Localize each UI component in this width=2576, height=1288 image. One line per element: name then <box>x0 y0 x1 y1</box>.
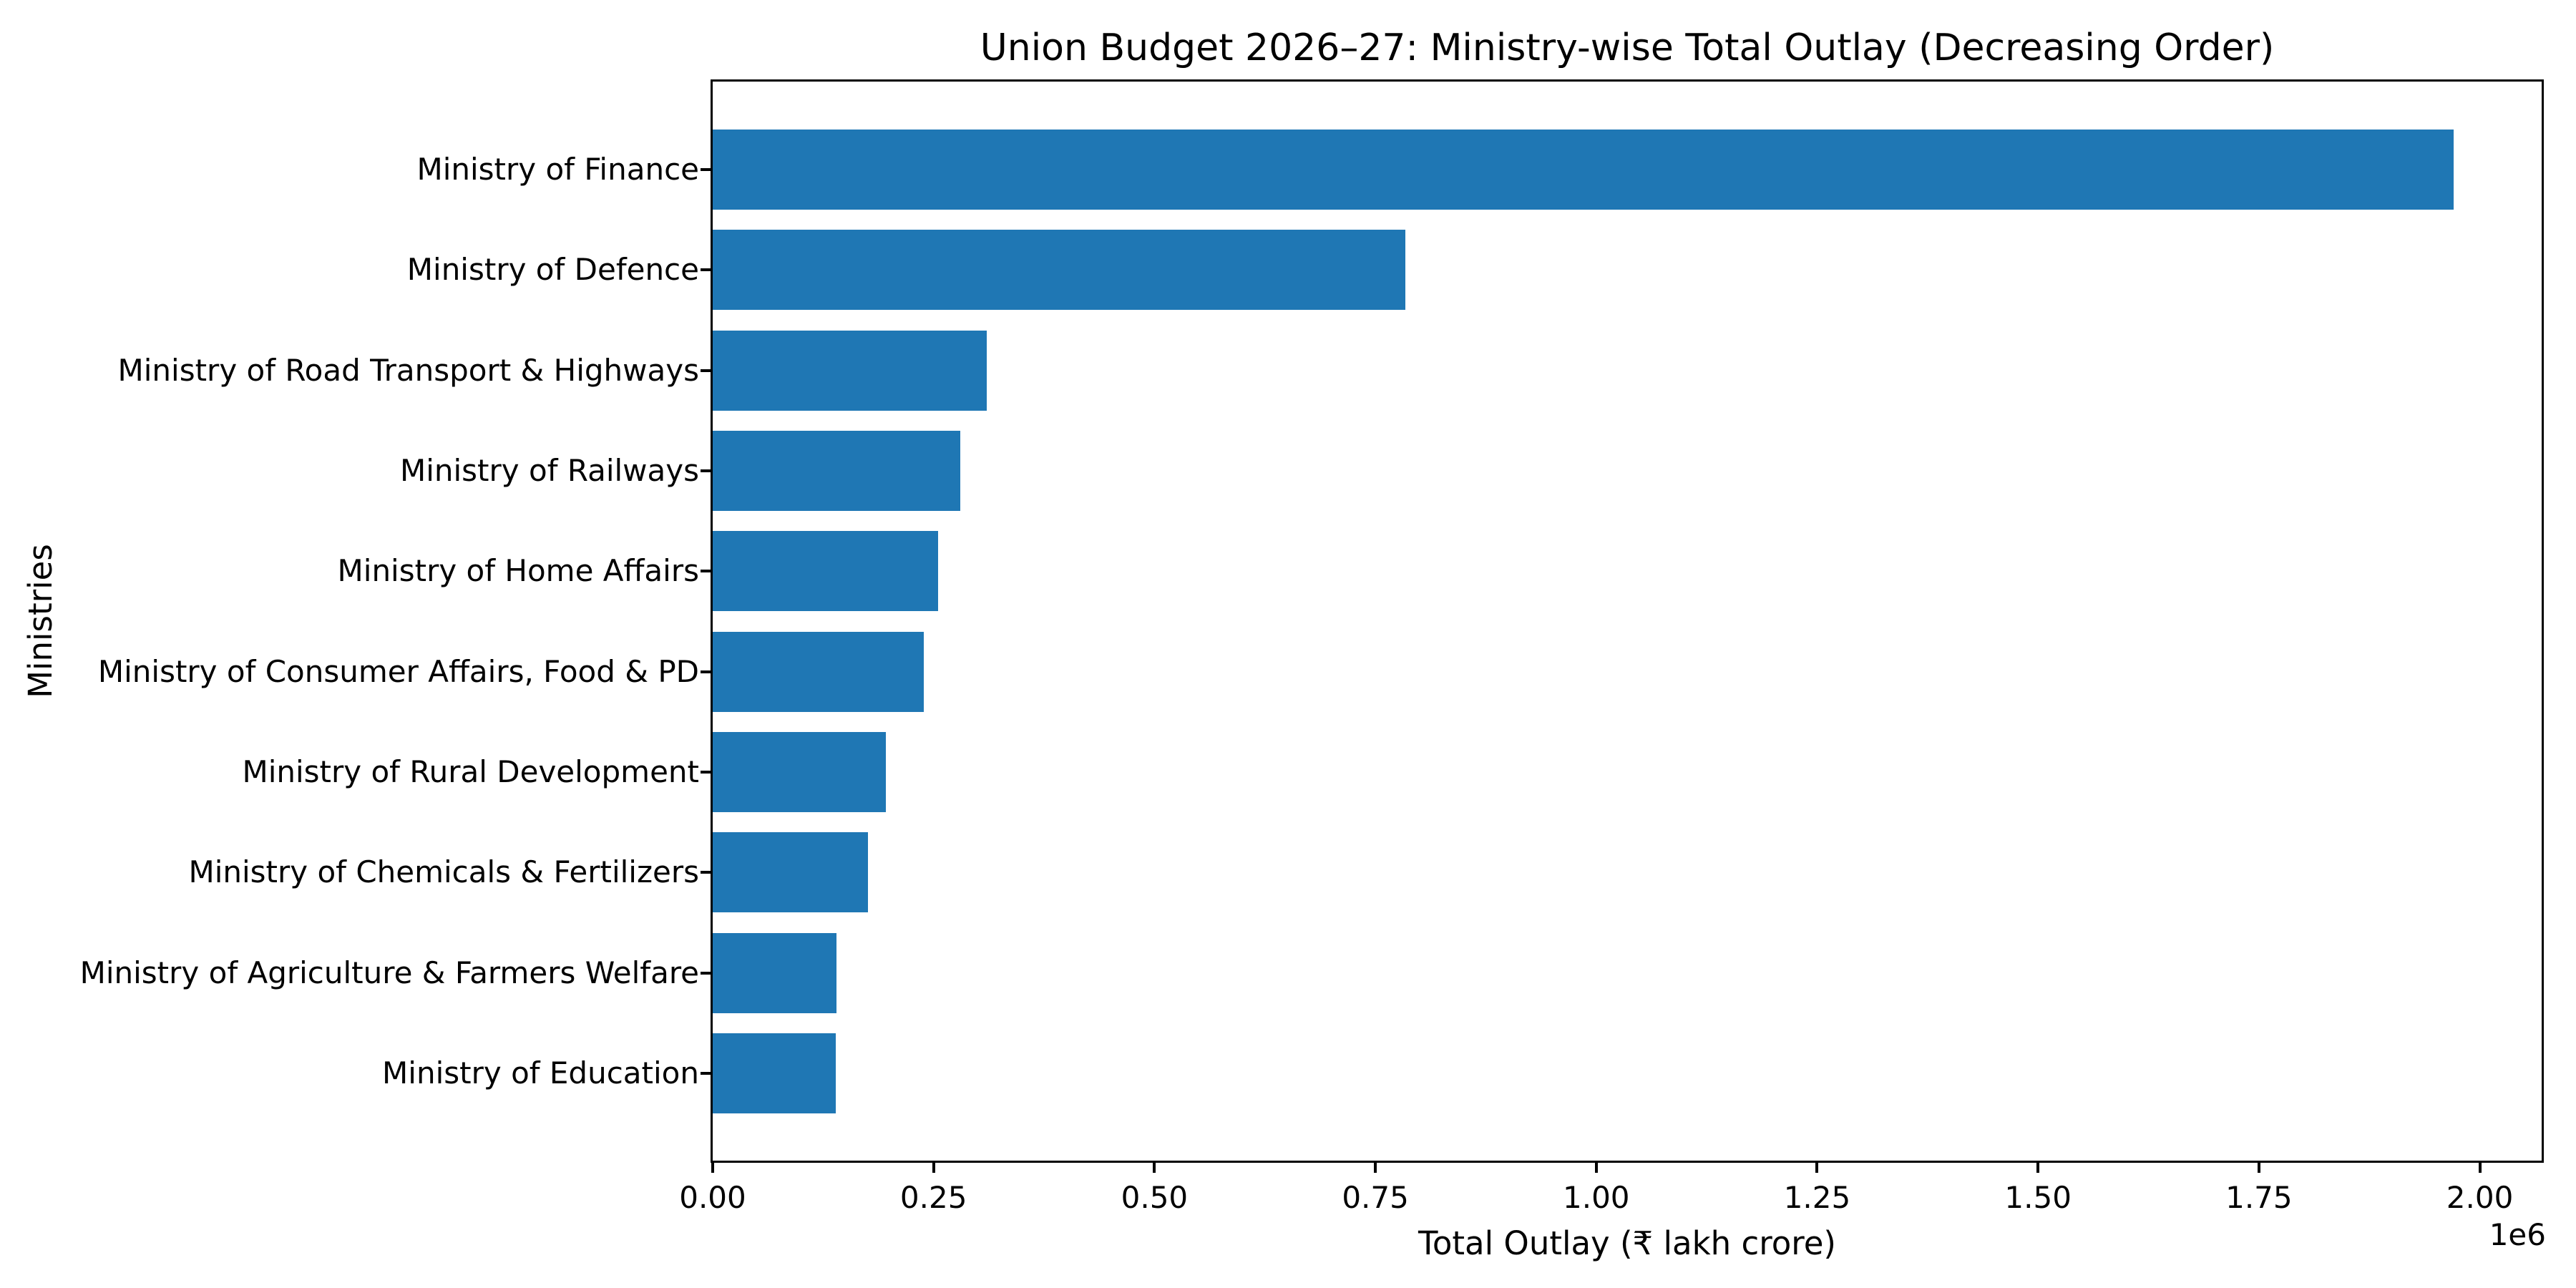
y-tick-mark <box>701 871 711 874</box>
x-tick-mark <box>932 1163 935 1173</box>
x-tick-label-1.75: 1.75 <box>2225 1180 2293 1215</box>
bar-ministry-of-chemicals-fertilizers <box>713 832 868 913</box>
y-tick-mark <box>701 369 711 372</box>
bar-ministry-of-home-affairs <box>713 531 938 612</box>
y-tick-mark <box>701 570 711 573</box>
x-tick-mark <box>1374 1163 1377 1173</box>
x-tick-mark <box>2478 1163 2482 1173</box>
y-tick-label-ministry-of-consumer-affairs-food-pd: Ministry of Consumer Affairs, Food & PD <box>97 653 699 689</box>
bar-ministry-of-education <box>713 1033 836 1113</box>
bar-ministry-of-railways <box>713 430 960 511</box>
y-tick-label-ministry-of-agriculture-farmers-welfare: Ministry of Agriculture & Farmers Welfar… <box>79 955 699 990</box>
y-tick-label-ministry-of-education: Ministry of Education <box>382 1055 699 1091</box>
x-tick-label-1.00: 1.00 <box>1563 1180 1630 1215</box>
x-tick-label-1.25: 1.25 <box>1783 1180 1851 1215</box>
x-tick-label-0.00: 0.00 <box>679 1180 746 1215</box>
y-tick-mark <box>701 168 711 171</box>
chart-title: Union Budget 2026–27: Ministry-wise Tota… <box>980 26 2275 69</box>
y-tick-mark <box>701 971 711 975</box>
y-tick-mark <box>701 770 711 774</box>
y-tick-label-ministry-of-chemicals-fertilizers: Ministry of Chemicals & Fertilizers <box>188 854 699 890</box>
x-tick-mark <box>1815 1163 1819 1173</box>
x-tick-label-2.00: 2.00 <box>2446 1180 2514 1215</box>
bar-ministry-of-finance <box>713 130 2454 210</box>
x-tick-mark <box>2036 1163 2040 1173</box>
y-tick-mark <box>701 670 711 673</box>
x-tick-mark <box>2257 1163 2260 1173</box>
x-tick-label-0.50: 0.50 <box>1121 1180 1189 1215</box>
y-tick-label-ministry-of-finance: Ministry of Finance <box>416 152 699 187</box>
bar-ministry-of-agriculture-farmers-welfare <box>713 932 836 1013</box>
axis-scale-offset-label: 1e6 <box>2489 1217 2546 1252</box>
y-tick-label-ministry-of-road-transport-highways: Ministry of Road Transport & Highways <box>117 352 699 388</box>
y-tick-mark <box>701 469 711 472</box>
y-tick-label-ministry-of-rural-development: Ministry of Rural Development <box>242 753 699 789</box>
x-axis-label: Total Outlay (₹ lakh crore) <box>1418 1224 1836 1262</box>
y-tick-label-ministry-of-railways: Ministry of Railways <box>399 452 699 488</box>
bar-ministry-of-defence <box>713 230 1405 311</box>
x-tick-mark <box>711 1163 714 1173</box>
x-tick-label-0.25: 0.25 <box>899 1180 967 1215</box>
y-axis-label: Ministries <box>21 544 59 698</box>
bar-ministry-of-consumer-affairs-food-pd <box>713 631 924 712</box>
x-tick-mark <box>1594 1163 1598 1173</box>
x-tick-mark <box>1153 1163 1156 1173</box>
y-tick-label-ministry-of-home-affairs: Ministry of Home Affairs <box>337 553 699 589</box>
x-tick-label-0.75: 0.75 <box>1342 1180 1409 1215</box>
x-tick-label-1.50: 1.50 <box>2004 1180 2072 1215</box>
y-tick-mark <box>701 1071 711 1075</box>
bar-ministry-of-rural-development <box>713 731 886 812</box>
bar-ministry-of-road-transport-highways <box>713 330 987 411</box>
y-tick-mark <box>701 268 711 272</box>
y-tick-label-ministry-of-defence: Ministry of Defence <box>406 252 699 288</box>
